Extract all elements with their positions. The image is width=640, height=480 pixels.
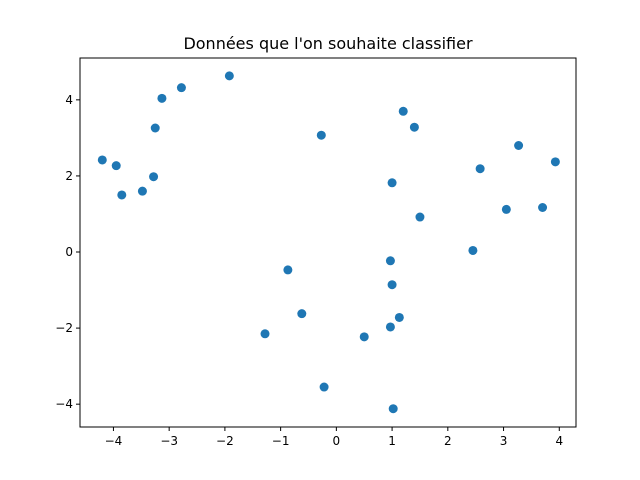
scatter-point	[98, 155, 107, 164]
scatter-point	[360, 332, 369, 341]
scatter-point	[151, 123, 160, 132]
data-points	[98, 71, 560, 413]
scatter-point	[538, 203, 547, 212]
scatter-point	[476, 164, 485, 173]
scatter-point	[297, 309, 306, 318]
scatter-point	[399, 107, 408, 116]
x-tick-label: 1	[388, 434, 396, 448]
scatter-point	[551, 157, 560, 166]
scatter-point	[388, 178, 397, 187]
x-tick-label: −3	[160, 434, 178, 448]
y-tick-label: −4	[55, 397, 73, 411]
scatter-point	[177, 83, 186, 92]
y-tick-label: −2	[55, 321, 73, 335]
scatter-point	[395, 313, 404, 322]
scatter-point	[320, 383, 329, 392]
x-tick-label: −4	[105, 434, 123, 448]
scatter-point	[386, 256, 395, 265]
scatter-point	[502, 205, 511, 214]
scatter-point	[415, 213, 424, 222]
scatter-point	[157, 94, 166, 103]
scatter-point	[468, 246, 477, 255]
scatter-point	[389, 404, 398, 413]
scatter-point	[117, 190, 126, 199]
scatter-point	[317, 131, 326, 140]
x-tick-label: −2	[216, 434, 234, 448]
scatter-point	[225, 71, 234, 80]
scatter-point	[149, 172, 158, 181]
scatter-point	[261, 329, 270, 338]
chart-title: Données que l'on souhaite classifier	[183, 34, 473, 53]
x-tick-label: 0	[333, 434, 341, 448]
y-tick-label: 0	[65, 245, 73, 259]
scatter-point	[388, 280, 397, 289]
scatter-point	[386, 322, 395, 331]
y-tick-label: 4	[65, 93, 73, 107]
x-tick-label: 2	[444, 434, 452, 448]
plot-area-frame	[80, 58, 576, 427]
x-tick-label: −1	[272, 434, 290, 448]
axis-ticks: −4 −3 −2 −1 0 1 2 3 4 −4 −2 0 2 4	[55, 93, 563, 448]
scatter-point	[283, 265, 292, 274]
scatter-point	[514, 141, 523, 150]
x-tick-label: 4	[555, 434, 563, 448]
scatter-point	[410, 123, 419, 132]
y-tick-label: 2	[65, 169, 73, 183]
x-tick-label: 3	[500, 434, 508, 448]
scatter-point	[112, 161, 121, 170]
scatter-point	[138, 187, 147, 196]
